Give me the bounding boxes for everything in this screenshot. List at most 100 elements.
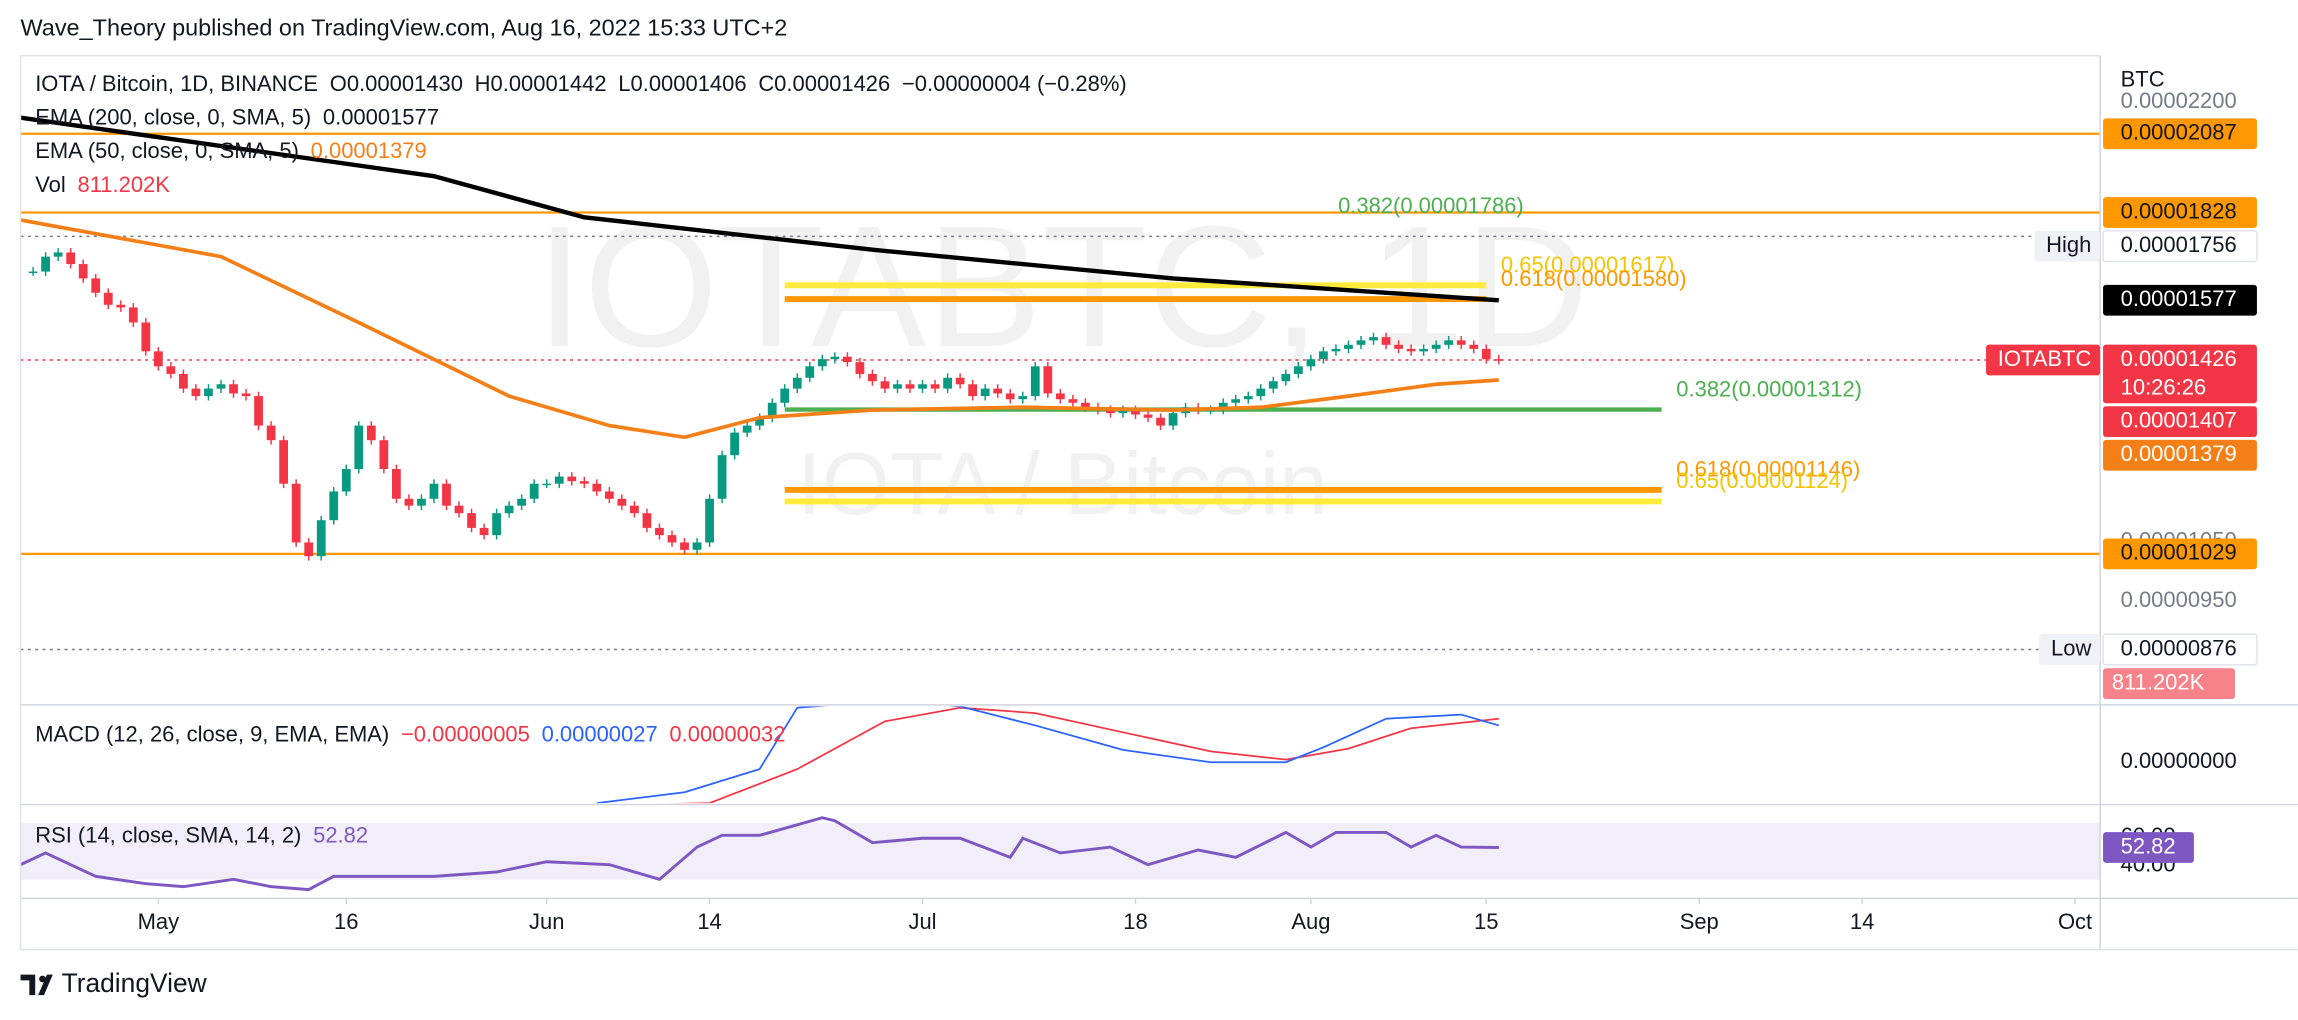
brand-logo [20,974,53,996]
candle-body [780,388,790,403]
candle-body [429,483,439,499]
x-tick-label: 18 [1123,909,1147,934]
candle-body [442,483,451,506]
candle-body [1018,396,1028,400]
candle-body [53,252,63,257]
candle-body [1394,344,1403,349]
price-label-box [2103,118,2257,150]
fib-label: 0.618(0.00001580) [1501,266,1687,291]
legend-text: 0.00001577 [323,105,439,130]
candle-body [1494,359,1504,361]
fib-label: 0.382(0.00001312) [1676,376,1862,401]
candle-body [817,359,827,367]
candle-body [116,304,126,308]
x-tick-label: 14 [697,909,721,934]
candle-body [705,498,714,543]
y-tick-label: 0.00000950 [2121,587,2237,612]
price-label: 0.00001379 [2121,441,2237,466]
legend-text: 811.202K [77,172,170,197]
candle-body [1118,409,1128,414]
candle-body [642,513,652,528]
candle-body [542,483,552,486]
header-title: Wave_Theory published on TradingView.com… [21,14,788,40]
candle-body [1431,344,1441,349]
candle-body [91,278,101,293]
candle-body [1306,359,1316,367]
candle-body [1268,381,1278,389]
candle-body [1469,344,1479,349]
candle-body [905,384,915,389]
candle-body [204,388,213,397]
candle-body [968,384,978,397]
candle-body [1243,396,1253,400]
macd-line [596,706,1500,804]
legend-text: −0.00000005 [401,722,530,747]
price-tag-box [1986,344,2101,376]
rsi-label: 52.82 [2121,833,2176,858]
candle-body [103,292,113,305]
candle-body [1055,393,1065,400]
legend-text: O0.00001430 [330,71,463,96]
candle-body [78,264,88,279]
candle-body [717,455,727,499]
candle-body [943,377,952,389]
frame [19,54,2298,951]
x-tick-label: 15 [1474,909,1498,934]
candle-body [41,256,50,272]
candle-body [1131,409,1140,415]
candle-body [667,535,677,543]
candle-body [1106,409,1115,414]
price-label: 0.00001426 [2121,346,2237,371]
candle-body [354,425,364,470]
candle-body [1231,399,1241,403]
x-tick-label: May [138,909,180,934]
price-tag-label: IOTABTC [1998,346,2092,371]
candle-body [1206,409,1216,412]
candle-body [179,373,188,389]
candle-body [955,377,965,385]
rsi-line [20,816,1499,892]
candle-body [517,498,527,506]
candle-body [417,498,426,506]
candle-body [291,483,301,543]
candle-body [304,542,314,557]
legend-text: Vol [35,172,66,197]
candle-body [1043,366,1053,394]
candle-body [1293,366,1303,374]
candle-body [216,384,226,389]
legend-text: IOTA / Bitcoin, 1D, BINANCE [35,71,318,96]
x-tick-label: Oct [2058,909,2092,934]
candle-body [529,483,539,499]
candle-body [404,498,414,506]
legend-text: EMA (200, close, 0, SMA, 5) [35,105,311,130]
candle-body [1081,402,1090,408]
ema-line [20,218,1499,440]
candle-body [868,373,877,382]
candle-body [379,440,389,470]
candle-body [893,384,902,389]
price-label: 0.00001756 [2121,232,2237,257]
candle-body [554,476,564,484]
fib-label: 0.618(0.00001146) [1676,457,1860,482]
candle-body [279,440,289,484]
price-label-box [2102,230,2258,263]
candle-body [830,356,840,360]
candle-body [655,527,664,536]
rsi-label-box [2103,832,2194,863]
price-label: 0.00001577 [2121,286,2237,311]
ema-line [20,115,1499,303]
candle-body [66,252,76,265]
candle-body [467,513,476,528]
x-tick-label: 16 [334,909,358,934]
volume-label: 811.202K [2112,669,2205,694]
candle-body [792,377,802,389]
candle-body [1331,348,1341,352]
candle-body [316,520,326,557]
logo-dot [39,975,46,983]
candle-body [592,483,602,492]
legend-text: 0.00000027 [542,722,658,747]
candle-body [880,381,890,389]
candle-body [980,388,990,397]
price-label: 0.00001029 [2121,540,2237,565]
